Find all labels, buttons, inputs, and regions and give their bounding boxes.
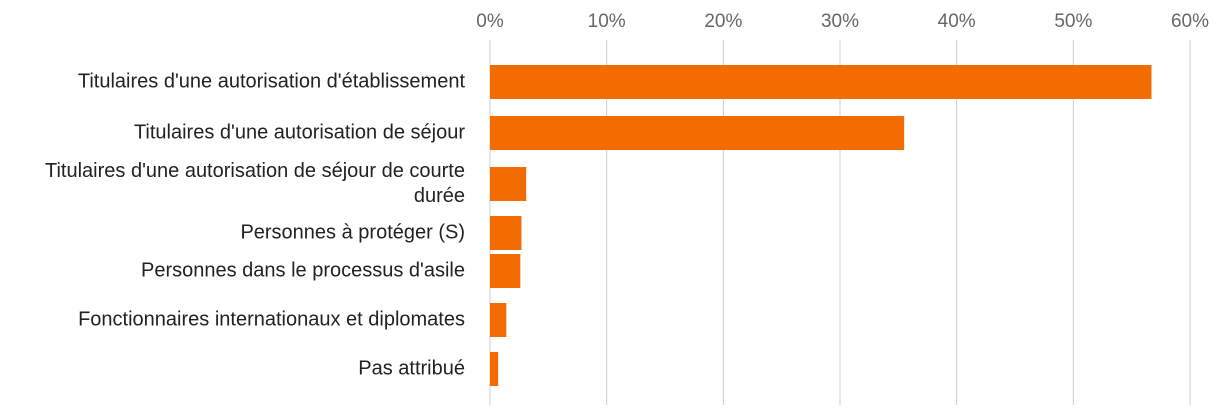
category-label: Titulaires d'une autorisation d'établiss… — [77, 70, 465, 93]
x-tick-label: 40% — [938, 11, 976, 32]
x-tick-label: 0% — [476, 11, 504, 32]
bar — [490, 303, 507, 337]
bar — [490, 352, 499, 386]
bar — [490, 65, 1152, 99]
category-label: Personnes à protéger (S) — [240, 221, 465, 244]
x-tick-label: 30% — [821, 11, 859, 32]
category-label: Fonctionnaires internationaux et diploma… — [78, 308, 465, 331]
category-label: Pas attribué — [358, 357, 465, 380]
category-label: Titulaires d'une autorisation de séjour … — [45, 160, 465, 207]
x-tick-label: 20% — [704, 11, 742, 32]
x-tick-label: 60% — [1171, 11, 1209, 32]
category-label: Personnes dans le processus d'asile — [140, 259, 465, 282]
bar — [490, 116, 905, 150]
x-tick-label: 10% — [588, 11, 626, 32]
bar — [490, 254, 521, 288]
bar — [490, 167, 527, 201]
category-label: Titulaires d'une autorisation de séjour — [133, 121, 465, 144]
bar — [490, 216, 522, 250]
x-tick-label: 50% — [1054, 11, 1092, 32]
